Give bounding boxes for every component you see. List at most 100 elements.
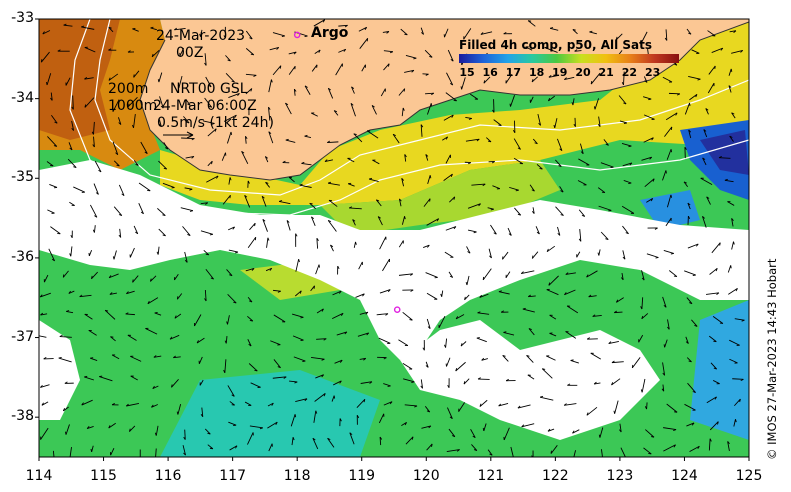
current-vector: [155, 448, 157, 457]
current-vector: [207, 444, 214, 450]
current-vector-head: [517, 405, 521, 409]
current-vector: [564, 76, 575, 81]
current-vector-head: [644, 80, 648, 83]
current-vector: [352, 219, 356, 226]
current-vector-head: [531, 211, 535, 214]
current-vector: [718, 157, 731, 159]
current-vector: [598, 205, 612, 211]
current-vector: [662, 296, 667, 308]
current-vector-head: [65, 431, 67, 435]
current-vector: [130, 375, 138, 381]
current-vector-head: [574, 49, 578, 52]
current-vector-head: [697, 446, 700, 450]
current-vector: [94, 160, 102, 173]
current-vector-head: [110, 336, 114, 338]
current-vector-head: [383, 357, 387, 360]
current-vector: [731, 112, 736, 119]
current-vector: [687, 243, 699, 249]
current-vector: [65, 424, 70, 435]
current-vector-head: [608, 341, 612, 344]
current-vector: [466, 246, 471, 254]
current-vector-head: [285, 102, 289, 106]
current-vector: [594, 98, 600, 110]
current-vector-head: [293, 51, 297, 55]
current-vector-head: [670, 253, 674, 255]
current-vector: [108, 422, 116, 429]
current-vector: [438, 316, 446, 329]
current-vector: [290, 414, 296, 427]
current-vector: [356, 398, 366, 408]
current-vector-head: [702, 216, 705, 219]
current-vector: [528, 328, 535, 336]
current-vector: [205, 76, 212, 88]
current-vector-head: [411, 436, 414, 440]
current-vector: [557, 226, 561, 236]
current-vector: [84, 77, 94, 80]
colorbar-label: 20: [575, 66, 591, 79]
current-vector: [510, 446, 514, 457]
current-vector: [444, 251, 454, 258]
current-vector: [68, 290, 75, 294]
current-vector-head: [132, 124, 134, 129]
current-vector: [245, 136, 247, 144]
current-vector-head: [253, 74, 257, 77]
current-vector-head: [421, 32, 424, 35]
current-vector: [358, 261, 363, 270]
current-vector-head: [229, 177, 232, 181]
current-vector-head: [731, 218, 734, 221]
current-vector-head: [135, 231, 139, 235]
scale-arrow-head: [186, 131, 194, 139]
current-vector: [517, 404, 531, 409]
x-tick-label: 117: [219, 468, 246, 484]
current-vector-head: [414, 405, 418, 408]
current-vector: [686, 28, 692, 35]
y-tick-marks: [35, 18, 39, 418]
current-vector: [688, 129, 692, 139]
current-vector: [185, 98, 191, 106]
current-vector: [183, 116, 190, 124]
current-vector: [487, 207, 494, 210]
current-vector: [158, 72, 163, 83]
current-vector-head: [703, 129, 707, 132]
current-vector-head: [473, 449, 478, 452]
current-vector-head: [86, 426, 90, 429]
current-vector-head: [189, 188, 193, 191]
current-vector: [382, 258, 390, 272]
current-vector: [481, 358, 488, 361]
current-vector: [427, 175, 431, 184]
current-vector-head: [673, 429, 677, 432]
current-vector-head: [713, 367, 717, 370]
current-vector: [349, 207, 362, 210]
current-vector: [614, 400, 619, 414]
current-vector: [643, 114, 655, 120]
current-vector: [576, 251, 581, 258]
current-vector: [359, 311, 369, 315]
current-vector-head: [191, 138, 195, 141]
current-vector-head: [163, 167, 167, 170]
current-vector-head: [323, 338, 327, 341]
current-vector: [426, 218, 439, 226]
current-vector-head: [489, 453, 493, 456]
current-vector: [59, 336, 72, 338]
current-vector: [205, 269, 214, 280]
current-vector: [623, 71, 625, 85]
current-vector: [46, 73, 52, 86]
current-vector-head: [392, 133, 396, 136]
current-vector-head: [84, 375, 88, 378]
current-vector: [350, 103, 356, 117]
current-vector: [541, 368, 553, 379]
sst-yellow-green-band: [320, 160, 560, 235]
current-vector: [286, 220, 291, 231]
current-vector-head: [304, 134, 308, 137]
current-vector: [51, 114, 58, 124]
current-vector-head: [560, 214, 564, 216]
current-vector-head: [289, 176, 293, 179]
sst-cool-mid: [640, 190, 700, 230]
current-vector-head: [673, 444, 676, 448]
current-vector: [490, 224, 497, 235]
current-vector: [264, 156, 269, 163]
current-vector-head: [490, 208, 494, 211]
current-vector: [358, 26, 367, 32]
current-vector: [180, 207, 194, 212]
